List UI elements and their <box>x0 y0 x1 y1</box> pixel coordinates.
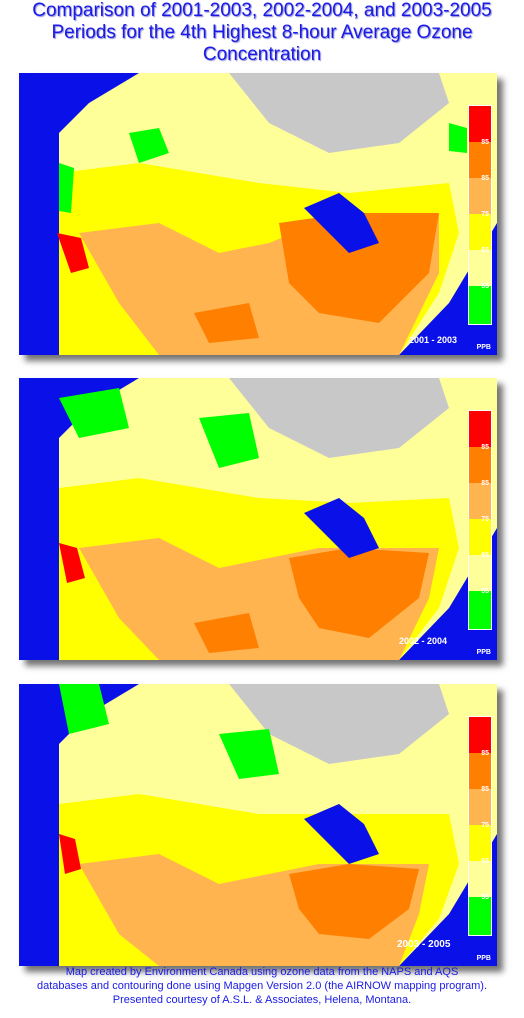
ppb-unit: PPB <box>476 344 491 351</box>
legend-tick: 75 <box>481 822 489 829</box>
ppb-legend <box>468 410 492 630</box>
map-svg <box>59 378 497 660</box>
legend-tick: 55 <box>481 894 489 901</box>
legend-swatch <box>469 250 491 286</box>
green-region <box>199 413 259 468</box>
green-region <box>449 123 467 153</box>
title-line-2: Periods for the 4th Highest 8-hour Avera… <box>51 22 473 43</box>
legend-swatch <box>469 106 491 142</box>
orange-region <box>289 864 419 939</box>
nodata-region <box>229 378 449 458</box>
legend-swatch <box>469 753 491 789</box>
legend-tick: 85 <box>481 750 489 757</box>
map-svg <box>57 73 497 355</box>
credit-line-2: databases and contouring done using Mapg… <box>36 980 488 992</box>
ppb-legend <box>468 105 492 325</box>
legend-swatch <box>469 178 491 214</box>
legend-tick: 55 <box>481 588 489 595</box>
map-credits: Map created by Environment Canada using … <box>0 965 524 1007</box>
title-line-1: Comparison of 2001-2003, 2002-2004, and … <box>32 0 492 21</box>
legend-swatch <box>469 825 491 861</box>
legend-swatch <box>469 717 491 753</box>
legend-swatch <box>469 447 491 483</box>
legend-tick: 65 <box>481 552 489 559</box>
legend-swatch <box>469 591 491 629</box>
green-region <box>59 684 109 734</box>
green-region <box>59 388 129 438</box>
ppb-legend <box>468 716 492 936</box>
orange-region <box>279 213 439 323</box>
legend-tick: 75 <box>481 211 489 218</box>
ppb-unit: PPB <box>476 649 491 656</box>
legend-swatch <box>469 483 491 519</box>
great-lakes <box>304 498 379 558</box>
red-region <box>59 834 81 874</box>
green-region <box>59 163 74 213</box>
legend-tick: 85 <box>481 444 489 451</box>
legend-tick: 85 <box>481 786 489 793</box>
legend-tick: 65 <box>481 247 489 254</box>
green-region <box>129 128 169 163</box>
ozone-map-2002-2004: 85 85 75 65 55 2002 - 2004 PPB <box>19 378 497 660</box>
legend-tick: 85 <box>481 139 489 146</box>
ozone-map-2001-2003: 85 85 75 65 55 2001 - 2003 PPB <box>19 73 497 355</box>
legend-swatch <box>469 411 491 447</box>
orange-region <box>194 303 259 343</box>
red-region <box>57 233 89 273</box>
green-region <box>219 729 279 779</box>
legend-tick: 75 <box>481 516 489 523</box>
legend-swatch <box>469 519 491 555</box>
legend-tick: 85 <box>481 175 489 182</box>
credit-line-1: Map created by Environment Canada using … <box>65 966 459 978</box>
legend-swatch <box>469 142 491 178</box>
orange-region <box>289 548 429 638</box>
legend-swatch <box>469 789 491 825</box>
map-svg <box>59 684 497 966</box>
orange-region <box>194 613 259 653</box>
legend-swatch <box>469 286 491 324</box>
legend-swatch <box>469 897 491 935</box>
credit-line-3: Presented courtesy of A.S.L. & Associate… <box>112 994 412 1006</box>
great-lakes <box>304 193 379 253</box>
legend-swatch <box>469 555 491 591</box>
legend-swatch <box>469 861 491 897</box>
red-region <box>59 543 85 583</box>
nodata-region <box>229 73 449 153</box>
legend-swatch <box>469 214 491 250</box>
nodata-region <box>229 684 449 764</box>
period-label: 2002 - 2004 <box>399 636 448 646</box>
ozone-map-2003-2005: 85 85 75 65 55 2003 - 2005 PPB <box>19 684 497 966</box>
legend-tick: 55 <box>481 283 489 290</box>
great-lakes <box>304 804 379 864</box>
ppb-unit: PPB <box>476 955 491 962</box>
title-line-3: Concentration <box>202 44 322 65</box>
period-label: 2003 - 2005 <box>397 939 451 950</box>
legend-tick: 85 <box>481 480 489 487</box>
page-title: Comparison of 2001-2003, 2002-2004, and … <box>0 0 524 66</box>
legend-tick: 65 <box>481 858 489 865</box>
period-label: 2001 - 2003 <box>409 335 458 345</box>
